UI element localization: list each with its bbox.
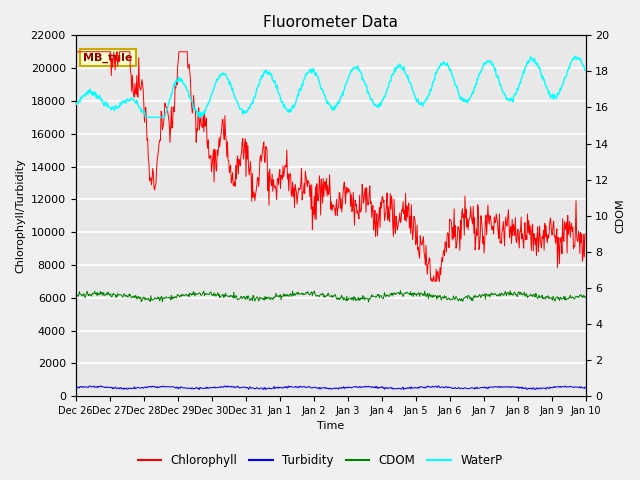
Text: MB_tule: MB_tule bbox=[83, 53, 132, 63]
Legend: Chlorophyll, Turbidity, CDOM, WaterP: Chlorophyll, Turbidity, CDOM, WaterP bbox=[133, 449, 507, 472]
Y-axis label: CDOM: CDOM bbox=[615, 198, 625, 233]
X-axis label: Time: Time bbox=[317, 421, 344, 432]
Title: Fluorometer Data: Fluorometer Data bbox=[263, 15, 398, 30]
Y-axis label: Chlorophyll/Turbidity: Chlorophyll/Turbidity bbox=[15, 158, 25, 273]
